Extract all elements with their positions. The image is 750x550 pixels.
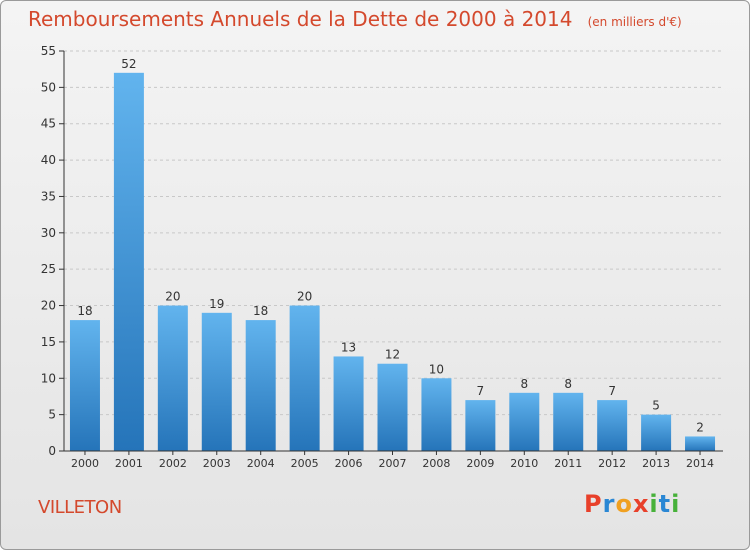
y-tick-label: 5 [48, 408, 56, 422]
bar [333, 356, 364, 451]
bar [245, 320, 276, 451]
x-tick-label: 2000 [71, 457, 99, 470]
bar [421, 378, 452, 451]
bar [113, 72, 144, 452]
y-tick-label: 0 [48, 444, 56, 458]
bar-value-label: 20 [165, 290, 180, 304]
x-tick-label: 2011 [554, 457, 582, 470]
chart-title-line: Remboursements Annuels de la Dette de 20… [28, 7, 682, 31]
y-tick-label: 40 [41, 153, 56, 167]
commune-name: VILLETON [38, 497, 122, 518]
bar-value-label: 8 [564, 377, 572, 391]
y-tick-label: 45 [41, 117, 56, 131]
x-tick-label: 2004 [247, 457, 275, 470]
logo-letter: t [658, 490, 672, 518]
x-tick-label: 2001 [115, 457, 143, 470]
y-tick-label: 50 [41, 80, 56, 94]
bar [641, 414, 672, 451]
logo-letter: o [615, 490, 633, 518]
bar-value-label: 12 [385, 348, 400, 362]
x-tick-label: 2014 [686, 457, 714, 470]
bar [465, 400, 496, 451]
bar-value-label: 20 [297, 290, 312, 304]
y-tick-label: 30 [41, 226, 56, 240]
bar-value-label: 7 [477, 384, 485, 398]
bar-value-label: 52 [121, 57, 136, 71]
x-tick-label: 2010 [510, 457, 538, 470]
x-tick-label: 2007 [379, 457, 407, 470]
x-tick-label: 2005 [291, 457, 319, 470]
logo-letter: i [649, 490, 659, 518]
bar [509, 392, 540, 451]
y-tick-label: 55 [41, 44, 56, 58]
bar-value-label: 2 [696, 420, 704, 434]
y-tick-label: 25 [41, 262, 56, 276]
bar [157, 305, 188, 451]
x-tick-label: 2003 [203, 457, 231, 470]
bar [201, 312, 232, 451]
bar-value-label: 7 [608, 384, 616, 398]
bar [377, 363, 408, 451]
bar [69, 320, 100, 451]
bar-value-label: 19 [209, 297, 224, 311]
bar [289, 305, 320, 451]
chart-title: Remboursements Annuels de la Dette de 20… [28, 7, 573, 31]
bar [597, 400, 628, 451]
x-tick-label: 2006 [335, 457, 363, 470]
x-tick-label: 2009 [466, 457, 494, 470]
logo-letter: P [584, 490, 603, 518]
y-tick-label: 15 [41, 335, 56, 349]
bar-value-label: 8 [520, 377, 528, 391]
y-tick-label: 10 [41, 371, 56, 385]
bar-value-label: 13 [341, 340, 356, 354]
bar-value-label: 10 [429, 362, 444, 376]
x-tick-label: 2008 [422, 457, 450, 470]
bar-value-label: 18 [253, 304, 268, 318]
chart-unit-label: (en milliers d'€) [587, 15, 682, 29]
x-tick-label: 2012 [598, 457, 626, 470]
logo-letter: i [671, 490, 681, 518]
bar [553, 392, 584, 451]
y-tick-label: 35 [41, 189, 56, 203]
bar-value-label: 18 [77, 304, 92, 318]
x-tick-label: 2013 [642, 457, 670, 470]
logo-letter: x [632, 490, 650, 518]
y-tick-label: 20 [41, 299, 56, 313]
x-tick-label: 2002 [159, 457, 187, 470]
proxiti-logo[interactable]: Proxiti [584, 490, 680, 518]
bar-value-label: 5 [652, 399, 660, 413]
bar [685, 436, 716, 451]
logo-letter: r [602, 490, 616, 518]
